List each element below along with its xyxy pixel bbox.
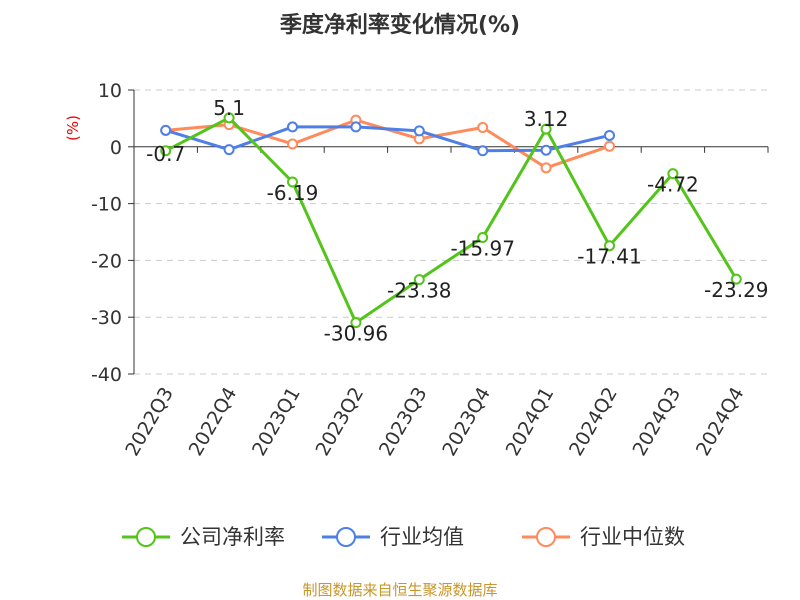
data-label: -17.41 xyxy=(577,245,641,269)
y-tick-label: -20 xyxy=(91,250,122,272)
data-label: -15.97 xyxy=(450,237,514,261)
legend-label: 公司净利率 xyxy=(180,525,285,549)
y-tick-label: -40 xyxy=(91,364,122,386)
x-tick-label: 2023Q3 xyxy=(375,384,432,460)
data-point[interactable] xyxy=(540,162,552,174)
data-point[interactable] xyxy=(223,144,235,156)
data-label: -23.38 xyxy=(387,279,451,303)
data-point[interactable] xyxy=(287,138,298,150)
x-tick-label: 2022Q3 xyxy=(121,384,178,460)
data-point[interactable] xyxy=(730,273,742,285)
legend-marker[interactable] xyxy=(336,527,356,547)
legend-marker[interactable] xyxy=(536,527,556,547)
data-label: -30.96 xyxy=(324,322,388,346)
x-tick-label: 2024Q4 xyxy=(692,384,749,460)
x-tick-label: 2023Q1 xyxy=(248,384,305,460)
x-tick-label: 2024Q3 xyxy=(628,384,685,460)
series-line xyxy=(165,115,738,325)
data-point[interactable] xyxy=(667,168,679,180)
data-point[interactable] xyxy=(350,121,362,133)
data-point[interactable] xyxy=(540,144,552,156)
y-tick-label: -10 xyxy=(91,194,122,216)
x-tick-label: 2023Q2 xyxy=(311,384,368,460)
legend-label: 行业中位数 xyxy=(580,525,685,549)
y-axis-label: (%) xyxy=(64,115,82,141)
legend-marker[interactable] xyxy=(136,527,156,547)
data-point[interactable] xyxy=(477,121,489,133)
legend-label: 行业均值 xyxy=(380,525,464,549)
data-point[interactable] xyxy=(413,125,425,137)
data-label: 3.12 xyxy=(524,107,569,131)
data-point[interactable] xyxy=(160,145,172,157)
data-label: -0.7 xyxy=(146,142,185,166)
footer-source: 制图数据来自恒生聚源数据库 xyxy=(302,581,497,599)
y-tick-label: 10 xyxy=(98,80,122,102)
series-line xyxy=(165,125,610,153)
data-point[interactable] xyxy=(287,121,298,133)
data-label: -6.19 xyxy=(267,181,319,205)
data-point[interactable] xyxy=(477,145,489,157)
x-tick-label: 2022Q4 xyxy=(185,384,242,460)
y-tick-label: 0 xyxy=(110,137,122,159)
data-point[interactable] xyxy=(540,123,552,135)
data-point[interactable] xyxy=(604,240,615,252)
data-point[interactable] xyxy=(160,124,172,136)
x-tick-label: 2024Q2 xyxy=(565,384,622,460)
chart-title: 季度净利率变化情况(%) xyxy=(280,12,520,38)
data-point[interactable] xyxy=(477,232,489,244)
x-tick-label: 2023Q4 xyxy=(438,384,495,460)
data-point[interactable] xyxy=(350,317,362,329)
data-point[interactable] xyxy=(413,274,425,286)
data-point[interactable] xyxy=(223,112,235,124)
data-point[interactable] xyxy=(287,176,298,188)
data-label: 5.1 xyxy=(213,96,245,120)
data-label: -4.72 xyxy=(647,173,699,197)
data-point[interactable] xyxy=(604,140,615,152)
y-tick-label: -30 xyxy=(91,307,122,329)
data-label: -23.29 xyxy=(704,278,768,302)
data-point[interactable] xyxy=(604,129,615,141)
x-tick-label: 2024Q1 xyxy=(502,384,559,460)
